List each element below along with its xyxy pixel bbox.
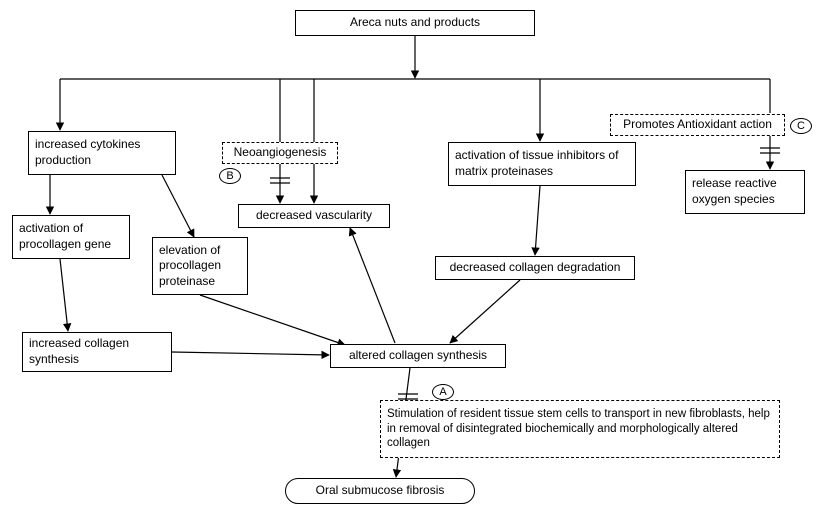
node-root: Areca nuts and products [295, 10, 535, 36]
marker-label: C [797, 120, 805, 132]
node-cytokines: increased cytokines production [28, 131, 176, 175]
node-label: Oral submucose fibrosis [316, 483, 445, 499]
node-label: elevation of procollagen proteinase [159, 243, 241, 290]
node-altered-collagen-synthesis: altered collagen synthesis [330, 344, 506, 368]
node-label: increased collagen synthesis [29, 336, 165, 367]
node-ros: release reactive oxygen species [685, 170, 805, 214]
node-decreased-collagen-degradation: decreased collagen degradation [435, 256, 635, 280]
marker-c: C [790, 118, 812, 134]
node-label: Areca nuts and products [350, 15, 480, 31]
node-procollagen-gene: activation of procollagen gene [12, 215, 130, 259]
node-tissue-inhibitors: activation of tissue inhibitors of matri… [448, 142, 636, 186]
node-label: release reactive oxygen species [692, 176, 798, 207]
marker-a: A [432, 384, 454, 400]
node-label: Neoangiogenesis [234, 145, 327, 161]
node-label: Stimulation of resident tissue stem cell… [387, 407, 773, 452]
node-label: increased cytokines production [35, 137, 169, 168]
marker-b: B [219, 168, 241, 184]
node-procollagen-proteinase: elevation of procollagen proteinase [152, 237, 248, 295]
node-label: Promotes Antioxidant action [623, 117, 772, 133]
marker-label: A [439, 386, 446, 398]
node-label: activation of tissue inhibitors of matri… [455, 148, 629, 179]
node-label: altered collagen synthesis [349, 348, 487, 364]
node-label: decreased vascularity [256, 208, 372, 224]
node-label: decreased collagen degradation [450, 260, 621, 276]
node-increased-collagen-synthesis: increased collagen synthesis [22, 332, 172, 372]
node-neoangiogenesis: Neoangiogenesis [222, 142, 338, 164]
node-antioxidant: Promotes Antioxidant action [610, 114, 785, 136]
marker-label: B [226, 170, 233, 182]
node-decreased-vascularity: decreased vascularity [238, 204, 390, 228]
node-label: activation of procollagen gene [19, 221, 123, 252]
node-stimulation: Stimulation of resident tissue stem cell… [380, 400, 780, 458]
node-oral-submucose-fibrosis: Oral submucose fibrosis [285, 478, 475, 504]
